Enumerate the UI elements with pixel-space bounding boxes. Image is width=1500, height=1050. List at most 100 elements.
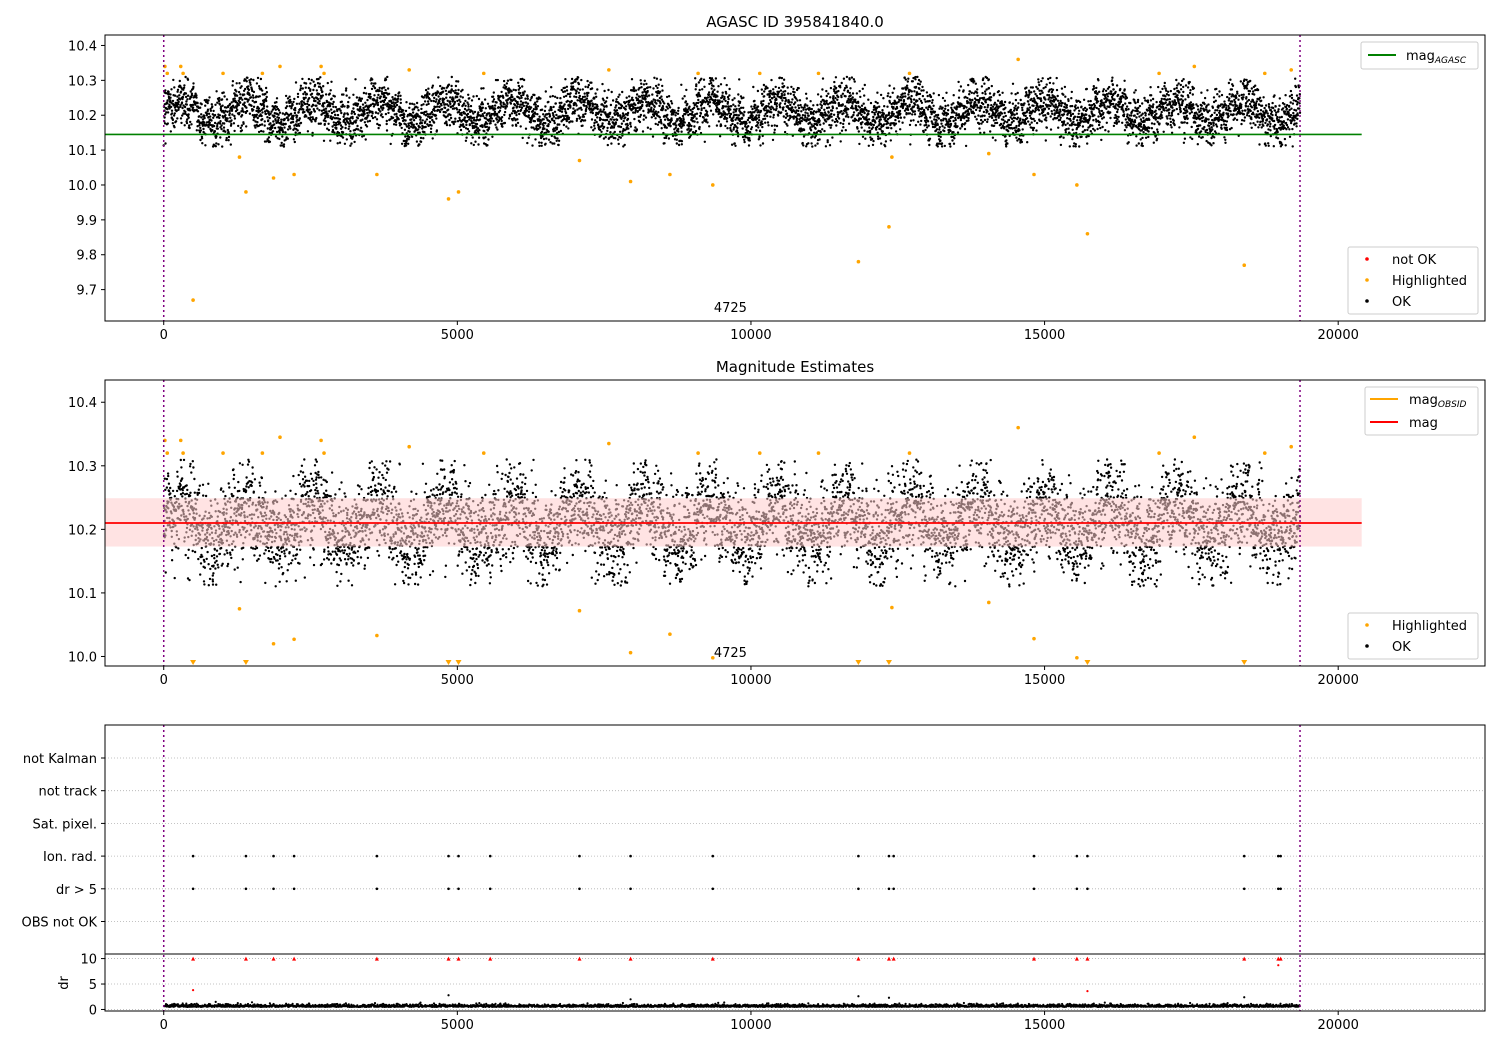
panel-flags: not Kalman not track Sat. pixel. Ion. rad. d…: [22, 724, 1486, 1033]
flag-point-4-12: [887, 887, 891, 891]
dr-capped-9: [628, 956, 633, 961]
legend-highlighted-label: Highlighted: [1392, 274, 1467, 289]
p2-highlighted-point-21: [757, 451, 762, 455]
p1-highlighted-point-14: [375, 172, 379, 177]
panel-agasc-title: AGASC ID 395841840.0: [706, 13, 884, 31]
flag-row-label-1: not track: [38, 785, 97, 800]
p2-highlighted-point-30: [1192, 435, 1197, 440]
p2-highlighted-point-9: [292, 637, 296, 642]
legend-status-1: not OK Highlighted OK: [1347, 246, 1479, 315]
p1-highlighted-point-4: [191, 298, 195, 302]
flag-row-label-2: Sat. pixel.: [33, 817, 97, 832]
dr-ytick-label-1: 5: [89, 978, 97, 993]
dr-capped-11: [856, 956, 861, 961]
p3-xtick-label-1: 5000: [441, 1018, 474, 1033]
flag-point-3-8: [578, 854, 581, 858]
flag-point-4-19: [1279, 887, 1282, 891]
p1-highlighted-point-10: [278, 64, 282, 69]
p2-highlighted-point-24: [907, 451, 912, 455]
dr-capped-0: [191, 956, 196, 961]
flag-point-4-16: [1086, 887, 1089, 891]
p2-highlighted-point-29: [1157, 451, 1161, 455]
p2-xtick-label-0: 0: [160, 673, 168, 688]
panel-agasc-data: [105, 35, 1362, 321]
p1-highlighted-point-13: [322, 71, 326, 76]
flag-point-3-5: [447, 854, 450, 858]
p1-highlighted-point-36: [1157, 71, 1161, 76]
p1-highlighted-point-5: [221, 71, 225, 76]
p2-highlighted-point-20: [696, 451, 700, 455]
p1-highlighted-point-6: [237, 155, 242, 159]
p1-highlighted-point-8: [260, 71, 265, 76]
flag-point-4-13: [892, 887, 895, 891]
legend-highlighted-marker: [1365, 278, 1369, 282]
dr-capped-4: [374, 956, 379, 961]
panel-magnitude-axes: 0 5000 10000 15000 20000 10.0 10.1 10.2 10.3 10.4: [68, 396, 1359, 688]
panel-flags-data: [105, 725, 1485, 1011]
legend-not-ok-marker: [1365, 257, 1369, 261]
flag-row-label-0: not Kalman: [23, 752, 97, 767]
panel-flags-axes: not Kalman not track Sat. pixel. Ion. rad. d…: [22, 752, 1359, 1033]
p2-highlighted-point-4: [221, 451, 225, 455]
panel-agasc-obs-label: 4725: [714, 301, 747, 316]
flag-point-3-1: [244, 854, 248, 858]
p2-highlighted-point-2: [178, 438, 183, 443]
p1-highlighted-point-32: [1016, 57, 1020, 62]
p1-highlighted-point-15: [407, 68, 411, 72]
p2-offscale-marker-2: [445, 660, 452, 665]
p1-highlighted-point-16: [446, 197, 451, 201]
p2-highlighted-point-32: [1289, 444, 1294, 449]
p1-highlighted-point-25: [757, 71, 762, 76]
dr-outlier-2: [629, 998, 632, 1001]
p1-highlighted-point-3: [181, 71, 185, 76]
dr-axis-label: dr: [57, 976, 72, 990]
dr-capped-2: [271, 956, 276, 961]
p1-highlighted-point-11: [292, 172, 296, 177]
p2-ytick-label-3: 10.3: [68, 460, 97, 475]
dr-capped-17: [1242, 956, 1247, 961]
panel-agasc: AGASC ID 395841840.0 0 5000 10000 15000 2000…: [68, 13, 1486, 343]
p2-highlighted-point-12: [375, 633, 379, 638]
panel-magnitude: Magnitude Estimates 0 5000 10000 15000 20000…: [68, 358, 1486, 688]
panel-magnitude-obs-label: 4725: [714, 646, 747, 661]
p1-ytick-label-1: 9.8: [76, 249, 97, 264]
dr-capped-8: [577, 956, 582, 961]
p2-highlighted-point-23: [890, 605, 894, 610]
flag-point-3-7: [488, 854, 492, 858]
dr-outlier-4: [887, 996, 891, 999]
flag-point-4-4: [375, 887, 379, 891]
p1-highlighted-point-21: [628, 179, 633, 184]
flag-point-4-17: [1242, 887, 1246, 891]
p1-highlighted-point-7: [244, 190, 248, 194]
dr-outlier-3: [857, 995, 860, 998]
p2-ytick-label-1: 10.1: [68, 587, 97, 602]
p2-highlighted-point-26: [1016, 425, 1020, 430]
panel-magnitude-data: [105, 380, 1362, 666]
panel-flags-frame: [104, 724, 1486, 1012]
panel-agasc-frame: [104, 34, 1486, 322]
p1-highlighted-point-29: [890, 155, 894, 159]
dr-capped-15: [1074, 956, 1079, 961]
flag-point-3-15: [1075, 854, 1079, 858]
p1-xtick-label-1: 5000: [441, 328, 474, 343]
legend2-ok-label: OK: [1392, 640, 1411, 655]
p2-highlighted-point-22: [816, 451, 821, 455]
flag-point-3-14: [1032, 854, 1036, 858]
p1-ytick-label-7: 10.4: [68, 39, 97, 54]
p1-highlighted-point-12: [319, 64, 323, 69]
p1-xtick-label-3: 15000: [1024, 328, 1065, 343]
p2-highlighted-point-15: [577, 608, 582, 613]
p1-highlighted-point-17: [456, 190, 461, 194]
dr-capped-5: [446, 956, 451, 961]
p1-highlighted-point-24: [696, 71, 700, 76]
p1-highlighted-point-26: [816, 71, 821, 76]
p2-highlighted-point-19: [710, 655, 715, 660]
p1-highlighted-point-39: [1262, 71, 1267, 76]
dr-capped-13: [891, 956, 896, 961]
legend-mag-label: mag: [1409, 416, 1438, 431]
p2-offscale-marker-6: [1084, 660, 1091, 665]
p1-highlighted-point-28: [887, 225, 891, 229]
p2-highlighted-point-31: [1262, 451, 1267, 455]
panel-magnitude-frame: [104, 379, 1486, 667]
